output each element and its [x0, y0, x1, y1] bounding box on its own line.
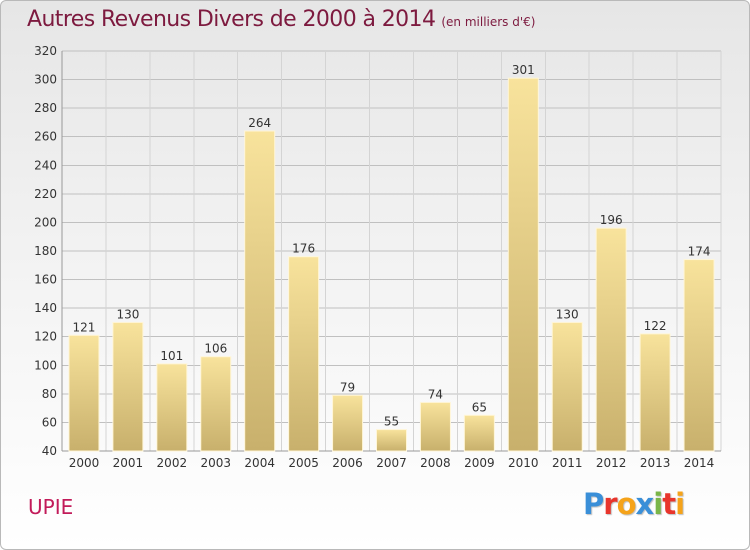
bar-value-label: 106	[204, 342, 227, 356]
brand-letter: i	[653, 487, 663, 521]
y-tick-label: 100	[34, 358, 57, 372]
y-tick-label: 200	[34, 215, 57, 229]
bar	[244, 130, 276, 452]
x-tick-label: 2009	[464, 456, 495, 470]
bar	[376, 429, 407, 452]
bar-value-label: 65	[472, 400, 487, 414]
y-tick-label: 80	[42, 387, 57, 401]
bar-value-label: 55	[384, 415, 399, 429]
bar	[156, 363, 188, 452]
x-tick-label: 2014	[684, 456, 715, 470]
bar	[68, 334, 100, 452]
x-tick-label: 2008	[420, 456, 451, 470]
x-tick-label: 2002	[157, 456, 188, 470]
chart-title: Autres Revenus Divers de 2000 à 2014 (en …	[27, 7, 535, 32]
bar-value-label: 101	[160, 349, 183, 363]
bar	[463, 414, 495, 452]
bar-value-label: 121	[73, 320, 96, 334]
commune-name: UPIE	[28, 495, 74, 519]
bar-value-label: 196	[600, 213, 623, 227]
bar	[595, 227, 627, 452]
bar	[639, 333, 671, 452]
y-tick-label: 320	[34, 44, 57, 58]
x-tick-label: 2011	[552, 456, 583, 470]
chart-title-text: Autres Revenus Divers de 2000 à 2014	[27, 7, 436, 32]
brand-letter: r	[603, 487, 617, 521]
bar-value-label: 130	[556, 307, 579, 321]
y-tick-label: 140	[34, 301, 57, 315]
y-tick-label: 180	[34, 244, 57, 258]
x-tick-label: 2004	[244, 456, 275, 470]
bar-value-label: 176	[292, 242, 315, 256]
x-tick-label: 2010	[508, 456, 539, 470]
y-tick-label: 240	[34, 158, 57, 172]
bar	[683, 259, 715, 452]
bar-value-label: 79	[340, 380, 355, 394]
bar-value-label: 264	[248, 116, 271, 130]
x-tick-label: 2001	[113, 456, 144, 470]
chart-subtitle: (en milliers d'€)	[441, 15, 536, 29]
bar	[507, 77, 539, 452]
bar-value-label: 122	[644, 319, 667, 333]
x-tick-label: 2013	[640, 456, 671, 470]
brand-letter: t	[662, 487, 676, 521]
data-labels: 121 130 101 106 264 176 79 55 74 65 301 130 196 122 17…	[73, 63, 711, 428]
bar-value-label: 174	[688, 245, 711, 259]
brand-letter: i	[675, 487, 685, 521]
bar	[288, 256, 320, 452]
bar-value-label: 301	[512, 63, 535, 77]
y-tick-label: 160	[34, 273, 57, 287]
y-tick-label: 220	[34, 187, 57, 201]
bars	[68, 77, 715, 452]
x-tick-label: 2012	[596, 456, 627, 470]
y-tick-label: 40	[42, 444, 57, 458]
y-tick-label: 280	[34, 101, 57, 115]
x-tick-label: 2003	[200, 456, 231, 470]
axes: 40 60 80 100 120 140 160 180 200 220 240 260 280 300 3…	[34, 44, 721, 470]
bar	[419, 401, 451, 452]
y-tick-label: 60	[42, 415, 57, 429]
bar-value-label: 130	[116, 307, 139, 321]
x-tick-label: 2000	[69, 456, 100, 470]
brand-letter: o	[616, 487, 637, 521]
bar	[332, 394, 364, 452]
bar-value-label: 74	[428, 387, 443, 401]
proxiti-logo[interactable]: Proxiti	[583, 487, 685, 521]
y-tick-label: 120	[34, 330, 57, 344]
brand-letter: P	[583, 487, 604, 521]
bar	[200, 356, 232, 452]
bar	[551, 321, 583, 452]
brand-letter: x	[635, 487, 655, 521]
bar	[112, 321, 144, 452]
y-tick-label: 300	[34, 73, 57, 87]
x-tick-label: 2005	[288, 456, 319, 470]
x-tick-label: 2007	[376, 456, 407, 470]
y-tick-label: 260	[34, 130, 57, 144]
x-tick-label: 2006	[332, 456, 363, 470]
